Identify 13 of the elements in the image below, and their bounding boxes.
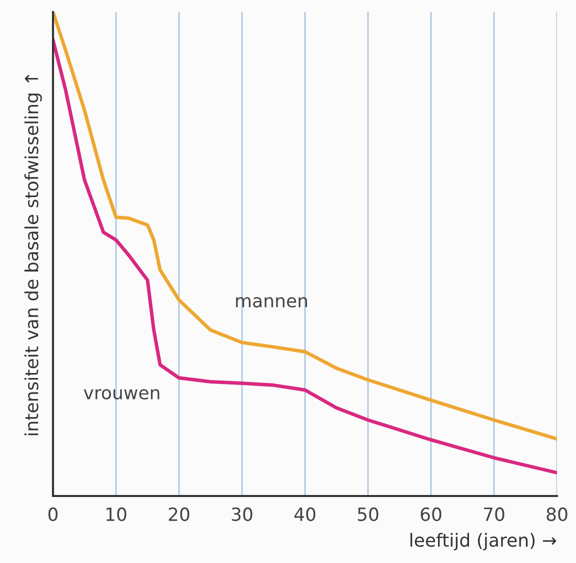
x-tick-label: 60 (420, 507, 442, 522)
x-tick-label: 20 (168, 507, 190, 522)
x-tick-label: 30 (232, 507, 252, 522)
series-label: mannen (236, 297, 307, 308)
series-label: vrouwen (84, 389, 160, 400)
x-tick-label: 70 (484, 507, 504, 522)
x-tick-label: 80 (546, 507, 568, 522)
x-tick-label: 40 (294, 507, 316, 522)
x-tick-label: 0 (48, 507, 58, 522)
x-axis-title: leeftijd (jaren) → (410, 532, 556, 550)
x-tick-label: 10 (106, 507, 126, 522)
x-tick-label: 50 (358, 507, 378, 522)
y-axis-title: intensiteit van de basale stofwisseling ↑ (24, 74, 42, 436)
